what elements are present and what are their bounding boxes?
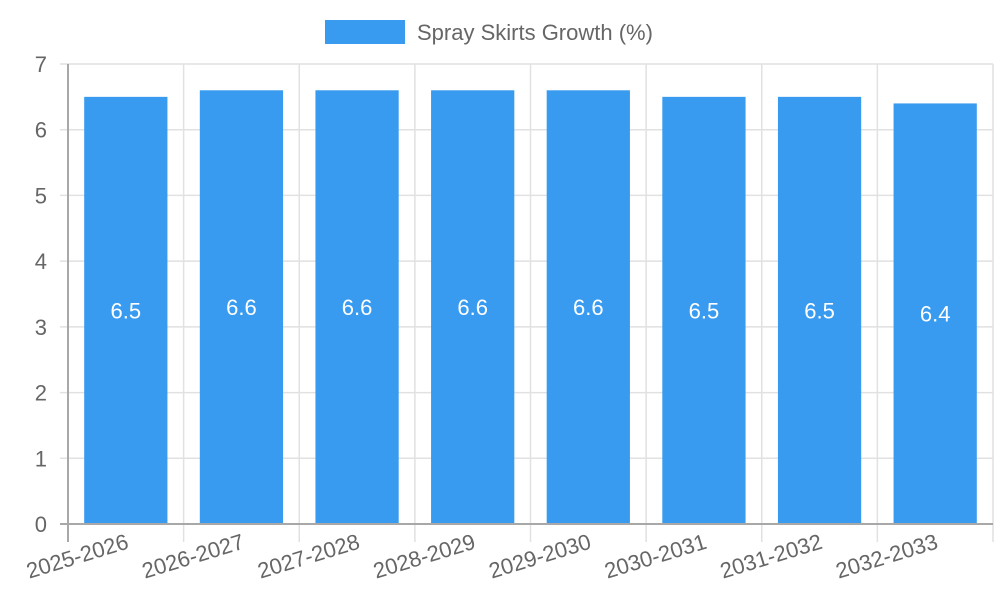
bar[interactable] [199,90,284,525]
bar-value-label: 6.6 [573,295,604,320]
bar-value-label: 6.4 [920,302,951,327]
y-tick-label: 4 [35,249,47,274]
y-tick-label: 1 [35,446,47,471]
legend-swatch [325,20,405,44]
x-tick-label: 2029-2030 [486,529,594,584]
bar-value-label: 6.5 [111,298,142,323]
x-tick-label: 2028-2029 [370,529,478,584]
x-tick-label: 2025-2026 [23,529,131,584]
y-tick-label: 7 [35,52,47,77]
y-tick-label: 5 [35,183,47,208]
bar-value-label: 6.5 [804,298,835,323]
x-tick-label: 2026-2027 [139,529,247,584]
x-tick-label: 2030-2031 [601,529,709,584]
bars: 6.5 6.6 6.6 6.6 6.6 6.5 6.5 6.4 [84,90,977,525]
y-tick-label: 6 [35,118,47,143]
legend-label: Spray Skirts Growth (%) [417,20,653,45]
bar[interactable] [84,96,168,524]
y-tick-label: 2 [35,381,47,406]
bar[interactable] [662,96,746,524]
legend[interactable]: Spray Skirts Growth (%) [325,20,653,45]
bar[interactable] [315,90,399,525]
x-tick-label: 2032-2033 [833,529,941,584]
x-tick-label: 2031-2032 [717,529,825,584]
y-tick-label: 3 [35,315,47,340]
x-tick-label: 2027-2028 [255,529,363,584]
bar-value-label: 6.6 [457,295,488,320]
bar[interactable] [777,96,862,524]
bar-value-label: 6.6 [226,295,257,320]
bar[interactable] [893,103,977,524]
bar[interactable] [431,90,515,525]
bar-value-label: 6.6 [342,295,373,320]
bar[interactable] [546,90,630,525]
y-tick-label: 0 [35,512,47,537]
bar-value-label: 6.5 [689,298,720,323]
